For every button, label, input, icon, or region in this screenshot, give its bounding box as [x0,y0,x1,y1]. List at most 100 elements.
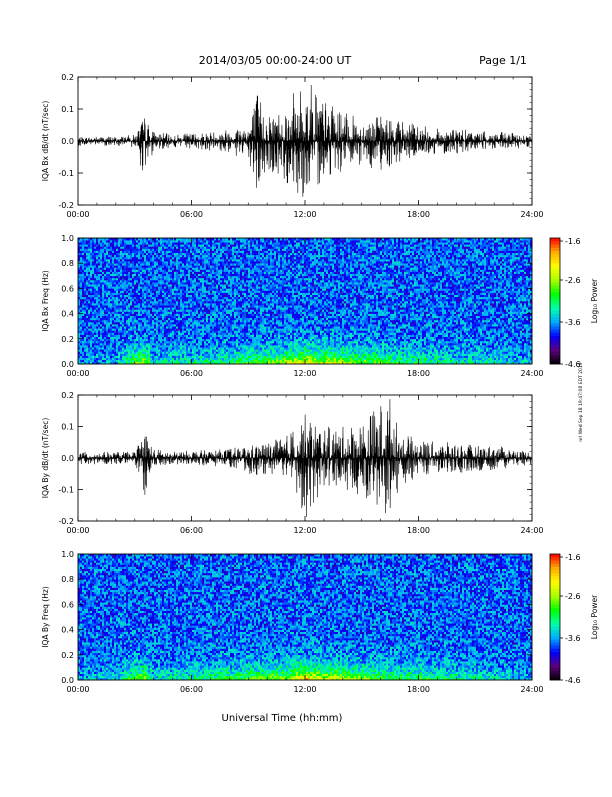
panel2-spectrogram-cell [92,288,94,290]
panel2-spectrogram-cell [124,316,126,318]
panel2-spectrogram-cell [126,316,128,318]
panel2-spectrogram-cell [102,305,104,307]
panel2-spectrogram-cell [106,316,108,318]
panel2-spectrogram-cell [102,307,104,309]
panel2-spectrogram-cell [82,259,84,261]
panel2-spectrogram-cell [110,299,112,301]
panel2-spectrogram-cell [120,286,122,288]
panel2-spectrogram-cell [82,246,84,248]
panel2-spectrogram-cell [106,246,108,248]
panel2-spectrogram-cell [84,335,86,337]
panel2-spectrogram-cell [80,324,82,326]
panel2-spectrogram-cell [110,249,112,251]
panel2-spectrogram-cell [130,278,132,280]
panel2-spectrogram-cell [112,314,114,316]
panel2-spectrogram-cell [106,335,108,337]
panel2-spectrogram-cell [128,282,130,284]
panel2-spectrogram-cell [100,251,102,253]
panel2-spectrogram-cell [130,351,132,353]
panel2-spectrogram-cell [94,295,96,297]
panel2-spectrogram-cell [124,274,126,276]
panel2-spectrogram-cell [80,274,82,276]
panel2-spectrogram-cell [118,309,120,311]
panel2-spectrogram-cell [112,337,114,339]
panel1-y-tick-label: 0.0 [61,137,74,146]
panel2-spectrogram-cell [132,240,134,242]
panel2-spectrogram-cell [114,297,116,299]
panel2-spectrogram-cell [90,255,92,257]
panel2-spectrogram-cell [84,251,86,253]
panel2-spectrogram-cell [96,356,98,358]
panel2-spectrogram-cell [92,351,94,353]
panel1-y-tick-label: 0.2 [61,73,74,82]
panel2-spectrogram-cell [98,316,100,318]
panel2-spectrogram-cell [88,272,90,274]
panel2-spectrogram-cell [80,291,82,293]
panel2-spectrogram-cell [116,286,118,288]
panel2-spectrogram-cell [94,360,96,362]
panel2-spectrogram-cell [106,351,108,353]
panel2-spectrogram-cell [106,356,108,358]
panel2-spectrogram-cell [88,326,90,328]
panel2-spectrogram-cell [126,249,128,251]
panel2-spectrogram-cell [82,309,84,311]
panel2-spectrogram-cell [98,280,100,282]
panel2-spectrogram-cell [124,339,126,341]
panel2-spectrogram-cell [116,278,118,280]
panel2-spectrogram-cell [92,276,94,278]
panel2-spectrogram-cell [86,293,88,295]
panel2-spectrogram-cell [102,339,104,341]
panel2-spectrogram-cell [90,274,92,276]
panel2-spectrogram-cell [118,303,120,305]
panel2-spectrogram-cell [128,303,130,305]
panel2-spectrogram-cell [120,261,122,263]
panel2-spectrogram-cell [110,291,112,293]
panel2-spectrogram-cell [108,240,110,242]
panel2-spectrogram-cell [104,314,106,316]
panel2-spectrogram-cell [116,339,118,341]
panel2-spectrogram-cell [84,303,86,305]
panel2-spectrogram-cell [102,343,104,345]
panel2-spectrogram-cell [80,257,82,259]
panel2-spectrogram-cell [114,257,116,259]
panel2-spectrogram-cell [90,354,92,356]
panel2-spectrogram-cell [100,276,102,278]
panel2-spectrogram-cell [106,242,108,244]
panel2-spectrogram-cell [84,280,86,282]
panel2-spectrogram-cell [116,337,118,339]
panel2-spectrogram-cell [100,261,102,263]
panel2-spectrogram-cell [118,276,120,278]
panel2-spectrogram-cell [98,358,100,360]
panel2-spectrogram-cell [102,240,104,242]
panel2-spectrogram-cell [96,328,98,330]
panel2-spectrogram-cell [84,349,86,351]
panel2-spectrogram-cell [100,240,102,242]
panel2-spectrogram-cell [114,349,116,351]
panel2-spectrogram-cell [132,320,134,322]
panel2-spectrogram-cell [108,244,110,246]
panel2-spectrogram-cell [86,244,88,246]
panel2-spectrogram-cell [82,307,84,309]
panel2-spectrogram-cell [124,305,126,307]
panel2-spectrogram-cell [124,347,126,349]
panel2-spectrogram-cell [110,318,112,320]
panel2-spectrogram-cell [84,360,86,362]
panel2-spectrogram-cell [96,316,98,318]
panel2-spectrogram-cell [90,284,92,286]
panel2-spectrogram-cell [130,293,132,295]
panel2-spectrogram-cell [126,272,128,274]
panel2-spectrogram-cell [108,265,110,267]
panel2-spectrogram-cell [88,303,90,305]
panel2-spectrogram-cell [132,299,134,301]
panel2-spectrogram-cell [92,278,94,280]
panel2-spectrogram-cell [100,337,102,339]
panel2-spectrogram-cell [86,276,88,278]
timestamp-stamp: nrl Wed Sep 18 19:47:08 EDT 2019 [578,362,584,441]
panel2-spectrogram-cell [82,351,84,353]
panel2-spectrogram-cell [118,267,120,269]
panel2-spectrogram-cell [120,337,122,339]
panel2-spectrogram-cell [110,278,112,280]
panel2-spectrogram-cell [106,259,108,261]
panel2-spectrogram-cell [132,255,134,257]
panel2-spectrogram-cell [102,354,104,356]
